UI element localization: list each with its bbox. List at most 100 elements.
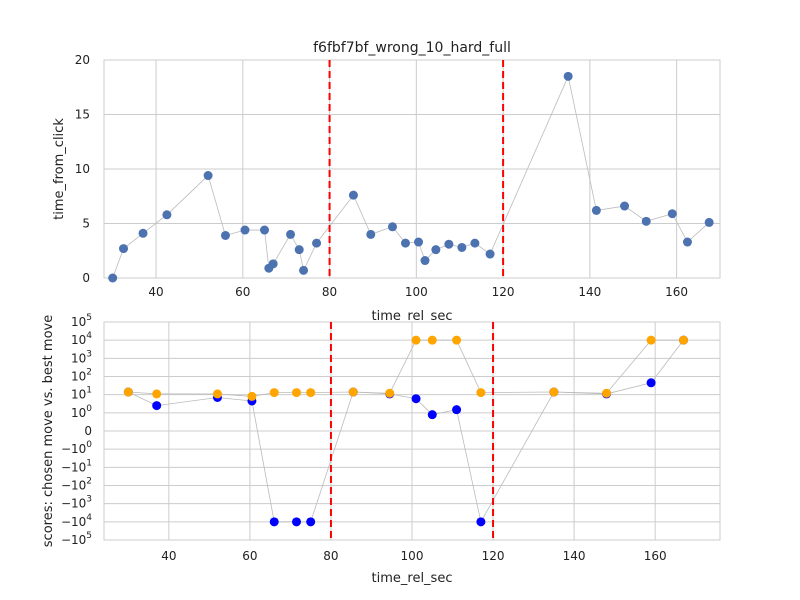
top-data-point — [457, 242, 467, 252]
bottom-x-axis-label: time_rel_sec — [372, 571, 453, 586]
top-vertical-markers — [328, 60, 505, 278]
bottom-y-tick-label: 102 — [71, 368, 92, 384]
top-y-tick-label: 0 — [82, 271, 90, 285]
top-grid — [104, 59, 720, 279]
bottom-best-point — [385, 388, 395, 398]
top-data-point — [240, 225, 250, 235]
top-x-tick-labels: 40 60 80 100 120 140 160 — [148, 285, 688, 299]
bottom-y-tick-label: −103 — [61, 495, 92, 511]
top-data-point — [667, 209, 677, 219]
bottom-best-point — [549, 387, 559, 397]
top-y-tick-label: 15 — [75, 108, 90, 122]
top-data-point — [485, 249, 495, 259]
top-chart: 40 60 80 100 120 140 160 0 5 10 15 20 f6fbf7bf_wro… — [52, 40, 721, 324]
top-x-tick-label: 100 — [405, 285, 428, 299]
bottom-best-point — [152, 389, 162, 399]
top-data-point — [119, 244, 129, 254]
bottom-chosen-point — [306, 517, 316, 527]
bottom-chosen-point — [411, 394, 421, 404]
top-data-point — [366, 229, 376, 239]
top-data-point — [420, 256, 430, 266]
top-x-tick-label: 80 — [322, 285, 337, 299]
bottom-y-tick-label: 103 — [71, 349, 92, 365]
top-data-point — [220, 230, 230, 240]
bottom-best-point — [212, 389, 222, 399]
bottom-best-point — [123, 387, 133, 397]
bottom-chosen-point — [427, 410, 437, 420]
bottom-best-point — [411, 335, 421, 345]
top-x-tick-label: 120 — [492, 285, 515, 299]
top-data-point — [704, 217, 714, 227]
top-data-point — [138, 228, 148, 238]
bottom-best-point — [292, 388, 301, 398]
bottom-x-tick-label: 160 — [644, 549, 667, 563]
bottom-best-point — [452, 335, 462, 345]
top-chart-title: f6fbf7bf_wrong_10_hard_full — [313, 40, 511, 56]
top-x-axis-label: time_rel_sec — [372, 309, 453, 324]
top-data-point — [294, 245, 304, 255]
top-x-tick-label: 60 — [235, 285, 250, 299]
top-data-point — [620, 201, 630, 211]
bottom-best-point — [646, 335, 656, 345]
bottom-x-tick-label: 40 — [161, 549, 176, 563]
bottom-x-tick-label: 140 — [563, 549, 586, 563]
top-data-point — [286, 229, 296, 239]
top-data-point — [268, 259, 278, 269]
top-data-point — [387, 222, 397, 232]
top-data-point — [682, 237, 692, 247]
bottom-y-axis-label: scores: chosen move vs. best move — [41, 315, 56, 547]
bottom-best-point — [602, 388, 612, 398]
bottom-chosen-point — [476, 517, 486, 527]
bottom-y-tick-labels: 105 104 103 102 101 100 0 −100 −101 −102 −103 −104 −… — [61, 313, 92, 547]
top-data-point — [203, 171, 213, 181]
bottom-x-tick-label: 100 — [401, 549, 424, 563]
bottom-vertical-markers — [329, 322, 495, 540]
bottom-best-point — [476, 388, 486, 398]
bottom-chosen-point — [269, 517, 279, 527]
bottom-best-point — [269, 388, 279, 398]
top-y-tick-label: 5 — [82, 217, 90, 231]
bottom-chart: 40 60 80 100 120 140 160 105 104 103 102 101 100 0 −1… — [41, 313, 721, 586]
top-y-axis-label: time_from_click — [52, 118, 67, 220]
bottom-chosen-point — [452, 405, 462, 415]
top-y-tick-labels: 0 5 10 15 20 — [75, 53, 90, 285]
bottom-y-tick-label: 105 — [71, 313, 92, 329]
top-data-point — [400, 238, 410, 248]
top-x-tick-label: 40 — [148, 285, 163, 299]
top-data-point — [299, 265, 309, 275]
top-data-point — [348, 190, 358, 200]
top-y-tick-label: 10 — [75, 162, 90, 176]
bottom-best-point — [247, 391, 257, 401]
bottom-y-tick-label: 0 — [84, 424, 92, 438]
bottom-y-tick-label: −100 — [61, 440, 92, 456]
top-data-point — [162, 210, 172, 220]
bottom-x-tick-label: 120 — [482, 549, 505, 563]
bottom-x-tick-labels: 40 60 80 100 120 140 160 — [161, 549, 666, 563]
bottom-chosen-point — [292, 517, 301, 527]
top-markers — [108, 71, 714, 283]
bottom-y-tick-label: 104 — [71, 331, 92, 347]
bottom-x-tick-label: 80 — [323, 549, 338, 563]
bottom-chosen-point — [152, 401, 162, 411]
top-data-point — [591, 205, 601, 215]
top-data-point — [312, 238, 322, 248]
top-data-point — [414, 237, 424, 247]
top-data-point — [470, 238, 480, 248]
bottom-chosen-point — [646, 378, 656, 388]
bottom-y-tick-label: 101 — [71, 386, 92, 402]
top-data-point — [444, 239, 454, 249]
bottom-y-tick-label: −101 — [61, 458, 92, 474]
top-data-point — [563, 71, 573, 81]
bottom-y-tick-label: −104 — [61, 513, 92, 529]
bottom-grid — [104, 321, 720, 541]
top-data-point — [641, 216, 651, 226]
top-data-point — [108, 273, 118, 283]
bottom-markers — [123, 335, 689, 527]
bottom-best-point — [348, 387, 358, 397]
bottom-y-tick-label: 100 — [71, 404, 92, 420]
bottom-best-point — [306, 388, 316, 398]
top-y-tick-label: 20 — [75, 53, 90, 67]
top-data-point — [260, 225, 270, 235]
bottom-best-point — [679, 335, 689, 345]
